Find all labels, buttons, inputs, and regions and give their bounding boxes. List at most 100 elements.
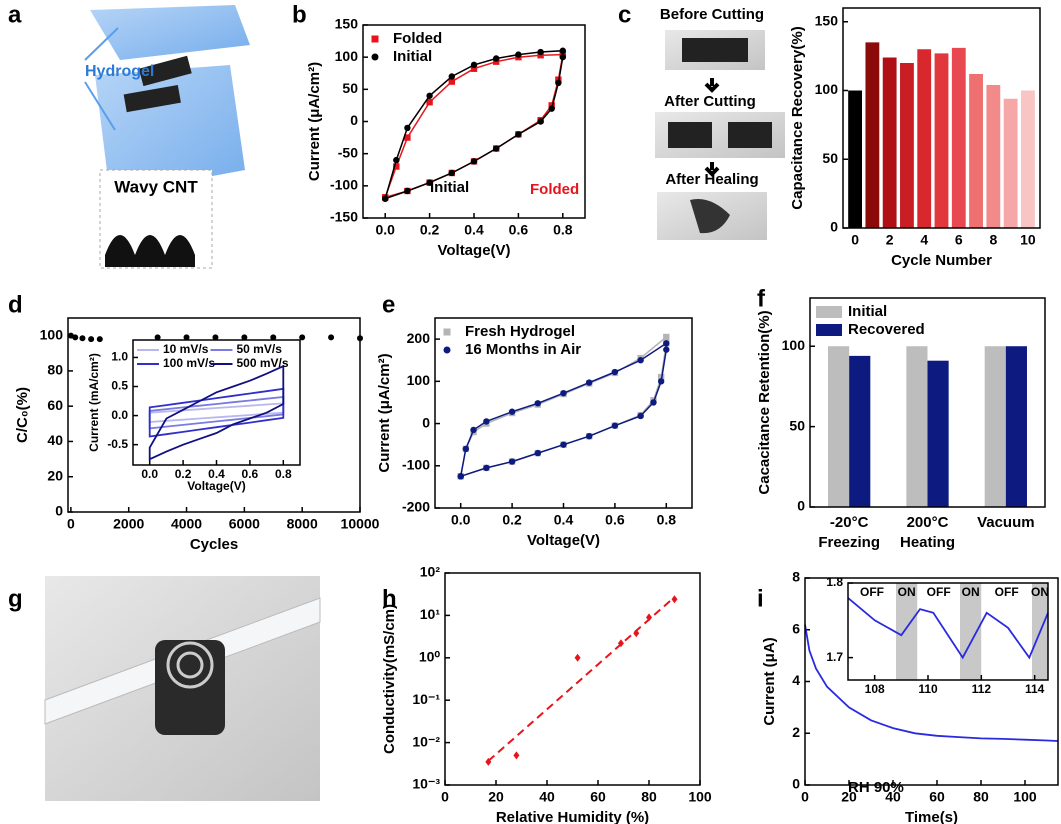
y-tick-label: -200: [402, 499, 430, 515]
panel-label: a: [8, 1, 22, 28]
marker: [393, 156, 400, 164]
band-label: ON: [962, 585, 980, 599]
plot-frame: [809, 297, 1046, 508]
x-tick-label: 0.2: [420, 222, 440, 238]
x-tick-label: 2: [886, 232, 894, 248]
x-tick-label: 60: [590, 789, 606, 805]
marker: [426, 92, 433, 99]
x-tick-label: 10000: [341, 516, 380, 532]
device: [668, 122, 712, 148]
y-tick-label: 50: [789, 417, 805, 433]
y-tick-label: 0.5: [111, 379, 128, 393]
marker: [508, 408, 516, 415]
marker: [270, 334, 277, 341]
legend-label: 500 mV/s: [237, 356, 289, 370]
plot-area: [363, 25, 585, 218]
y-tick-label: 6: [792, 620, 800, 636]
annotation: Folded: [530, 181, 579, 198]
legend-marker: [443, 328, 451, 336]
marker: [559, 53, 566, 61]
marker: [393, 163, 400, 170]
legend-label: Fresh Hydrogel: [465, 323, 575, 340]
x-tick-label: 112: [972, 682, 992, 696]
x-tick-label: Vacuum: [977, 514, 1035, 531]
plot-frame: [804, 577, 1059, 786]
y-tick-label: 60: [47, 397, 63, 413]
y-tick-label: 10⁻³: [412, 776, 440, 792]
legend-label: Initial: [848, 303, 887, 320]
y-tick-label: 10⁰: [419, 649, 441, 665]
marker: [555, 79, 562, 87]
marker: [513, 751, 520, 760]
legend-marker: [371, 53, 379, 61]
marker: [299, 334, 306, 341]
marker: [663, 346, 670, 353]
y-tick-label: -100: [402, 456, 430, 472]
marker: [537, 48, 544, 56]
plot-frame: [132, 339, 301, 466]
y-tick-label: -0.5: [107, 437, 128, 451]
marker: [515, 51, 522, 58]
legend-marker: [443, 346, 451, 354]
electrode: [123, 84, 181, 113]
y-tick-label: 1.0: [111, 350, 128, 364]
x-tick-label: 0: [851, 232, 859, 248]
wavy-cnt: [105, 235, 195, 267]
x-tick-label: 0.6: [605, 512, 625, 528]
marker: [611, 422, 619, 429]
y-axis-title: Capacitance Recovery(%): [789, 26, 806, 209]
panel-label: c: [618, 1, 631, 28]
step-label: Before Cutting: [660, 6, 764, 23]
spiral: [176, 651, 204, 679]
panel-label: b: [292, 1, 307, 28]
plot-frame: [847, 582, 1049, 681]
marker: [559, 47, 566, 54]
hydrogel-label: Hydrogel: [85, 63, 154, 80]
x-tick-label: 8000: [287, 516, 318, 532]
y-tick-label: 100: [407, 372, 431, 388]
y-tick-label: 100: [40, 326, 64, 342]
marker: [493, 55, 500, 62]
bar: [882, 57, 897, 228]
y-tick-label: 100: [335, 48, 359, 64]
panel-label: d: [8, 291, 23, 318]
y-tick-label: 1.7: [826, 650, 843, 664]
marker: [404, 134, 411, 141]
step-label: After Cutting: [664, 93, 756, 110]
series-line: [148, 364, 285, 461]
y-tick-label: -50: [338, 144, 358, 160]
plot-area: [435, 318, 692, 508]
x-tick-label: 0.6: [242, 467, 259, 481]
x-tick-label: 0.8: [553, 222, 573, 238]
y-tick-label: 50: [822, 150, 838, 166]
marker: [537, 52, 544, 59]
marker: [404, 187, 411, 195]
marker: [483, 418, 490, 425]
x-tick-label: 8: [989, 232, 997, 248]
marker: [457, 473, 464, 480]
y-tick-label: 0.0: [111, 408, 128, 422]
marker: [470, 158, 478, 165]
marker: [241, 334, 248, 341]
panel-c-photos: Before Cutting After Cutting After Heali…: [655, 6, 785, 240]
y-axis-title: Current (μA): [761, 637, 778, 725]
band: [917, 583, 960, 680]
bar: [849, 355, 871, 507]
x-axis-title: Cycle Number: [891, 252, 992, 269]
marker: [426, 99, 433, 106]
marker: [515, 131, 522, 138]
band: [896, 583, 918, 680]
panel-label: h: [382, 585, 397, 612]
bar: [951, 47, 966, 228]
x-tick-label: Freezing: [818, 534, 880, 551]
y-tick-label: 10¹: [420, 606, 441, 622]
bar: [969, 74, 983, 228]
x-tick-label: 0: [441, 789, 449, 805]
x-tick-label: 40: [885, 789, 901, 805]
marker: [72, 334, 79, 341]
legend-marker: [371, 35, 379, 43]
step-label: After Healing: [665, 171, 758, 188]
band-label: ON: [1031, 585, 1049, 599]
bar: [984, 346, 1006, 507]
y-tick-label: 0: [55, 503, 63, 519]
